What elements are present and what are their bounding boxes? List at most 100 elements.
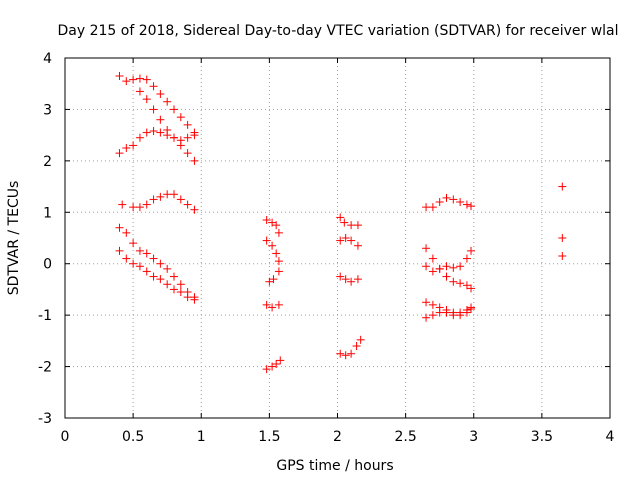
x-tick-label: 3.5 (531, 429, 553, 445)
data-point-plus-marker (176, 280, 185, 289)
series-arc2 (262, 216, 285, 374)
data-point-plus-marker (163, 280, 172, 289)
data-point-plus-marker (156, 275, 165, 284)
data-point-plus-marker (449, 195, 458, 204)
data-point-plus-marker (422, 313, 431, 322)
data-point-plus-marker (118, 200, 127, 209)
data-point-plus-marker (347, 221, 356, 230)
data-point-plus-marker (135, 246, 144, 255)
data-point-plus-marker (135, 203, 144, 212)
data-point-plus-marker (558, 182, 567, 191)
data-point-plus-marker (558, 234, 567, 242)
data-point-plus-marker (341, 351, 350, 360)
data-point-plus-marker (170, 105, 178, 114)
data-point-plus-marker (122, 228, 131, 237)
data-point-plus-marker (163, 131, 172, 140)
data-point-plus-marker (262, 365, 271, 374)
series-arc4_top (422, 193, 476, 212)
y-tick-label: 4 (43, 51, 52, 67)
series-arc4_cross_a (422, 244, 476, 293)
data-point-plus-marker (422, 262, 431, 271)
data-point-plus-marker (428, 254, 437, 263)
x-tick-label: 0.5 (122, 429, 144, 445)
data-point-plus-marker (183, 149, 192, 158)
data-point-plus-marker (467, 304, 476, 313)
data-point-plus-marker (347, 277, 356, 286)
y-axis-label: SDTVAR / TECUs (6, 181, 22, 296)
data-point-plus-marker (456, 262, 465, 271)
data-point-plus-marker (274, 257, 283, 266)
data-point-plus-marker (190, 156, 199, 165)
data-point-plus-marker (149, 105, 158, 114)
data-point-plus-marker (135, 262, 144, 271)
data-point-plus-marker (129, 259, 138, 268)
data-point-plus-marker (135, 74, 144, 83)
data-point-plus-marker (122, 254, 131, 263)
data-point-plus-marker (142, 267, 151, 276)
data-point-plus-marker (442, 193, 451, 202)
grid (65, 58, 610, 418)
data-point-plus-marker (176, 195, 185, 204)
data-point-plus-marker (129, 75, 138, 84)
data-point-plus-marker (156, 259, 165, 268)
data-point-plus-marker (122, 77, 131, 86)
data-point-plus-marker (176, 288, 185, 296)
y-tick-label: -1 (38, 308, 52, 324)
y-tick-label: 0 (43, 257, 52, 273)
y-tick-label: 1 (43, 205, 52, 221)
data-point-plus-marker (149, 195, 158, 204)
data-point-plus-marker (163, 97, 172, 106)
data-point-plus-marker (276, 356, 285, 365)
axis-ticks: 0 0.5 1 1.5 2 2.5 3 3.5 4 -3 -2 -1 0 1 2 3 4 (38, 51, 615, 445)
series-arc1_lower_a (115, 223, 199, 302)
data-point-plus-marker (135, 87, 144, 96)
data-point-plus-marker (163, 190, 172, 199)
data-point-plus-marker (142, 75, 151, 84)
data-point-plus-marker (435, 198, 444, 206)
data-point-plus-marker (129, 141, 138, 150)
chart-title: Day 215 of 2018, Sidereal Day-to-day VTE… (57, 23, 618, 39)
data-point-plus-marker (156, 115, 165, 124)
data-point-plus-marker (356, 335, 365, 344)
data-point-plus-marker (428, 267, 437, 276)
data-point-plus-marker (170, 272, 178, 281)
data-point-plus-marker (269, 275, 278, 284)
data-point-plus-marker (462, 281, 471, 290)
x-tick-label: 0 (61, 429, 70, 445)
data-point-plus-marker (353, 275, 362, 284)
data-point-plus-marker (129, 203, 138, 212)
data-point-plus-marker (467, 202, 476, 211)
series-arc1_lower_b (115, 246, 199, 304)
series-arc1_mid (118, 190, 199, 214)
data-point-plus-marker (449, 263, 458, 272)
data-point-plus-marker (115, 223, 124, 232)
data-point-plus-marker (456, 311, 465, 320)
data-point-plus-marker (190, 205, 199, 214)
data-point-plus-marker (428, 311, 437, 320)
x-tick-label: 1 (197, 429, 206, 445)
data-point-plus-marker (347, 236, 356, 245)
data-point-plus-marker (422, 203, 431, 212)
data-point-plus-marker (428, 300, 437, 309)
data-point-plus-marker (262, 216, 271, 224)
data-point-plus-marker (142, 128, 151, 137)
data-point-plus-marker (341, 275, 350, 284)
data-point-plus-marker (122, 144, 131, 152)
data-point-plus-marker (435, 264, 444, 273)
data-point-plus-marker (272, 360, 281, 368)
data-point-plus-marker (422, 298, 431, 307)
data-point-plus-marker (190, 128, 199, 137)
data-point-plus-marker (163, 264, 172, 273)
data-point-plus-marker (353, 241, 362, 250)
series-arc4_cross_d (422, 304, 476, 322)
data-point-plus-marker (176, 136, 185, 145)
data-point-plus-marker (428, 203, 437, 212)
data-point-plus-marker (135, 133, 144, 142)
x-axis-label: GPS time / hours (276, 458, 393, 474)
data-point-plus-marker (340, 218, 349, 227)
data-point-plus-marker (341, 234, 350, 242)
data-point-plus-marker (422, 244, 431, 253)
data-point-plus-marker (183, 120, 192, 129)
data-point-plus-marker (142, 200, 151, 209)
data-point-plus-marker (190, 295, 199, 304)
